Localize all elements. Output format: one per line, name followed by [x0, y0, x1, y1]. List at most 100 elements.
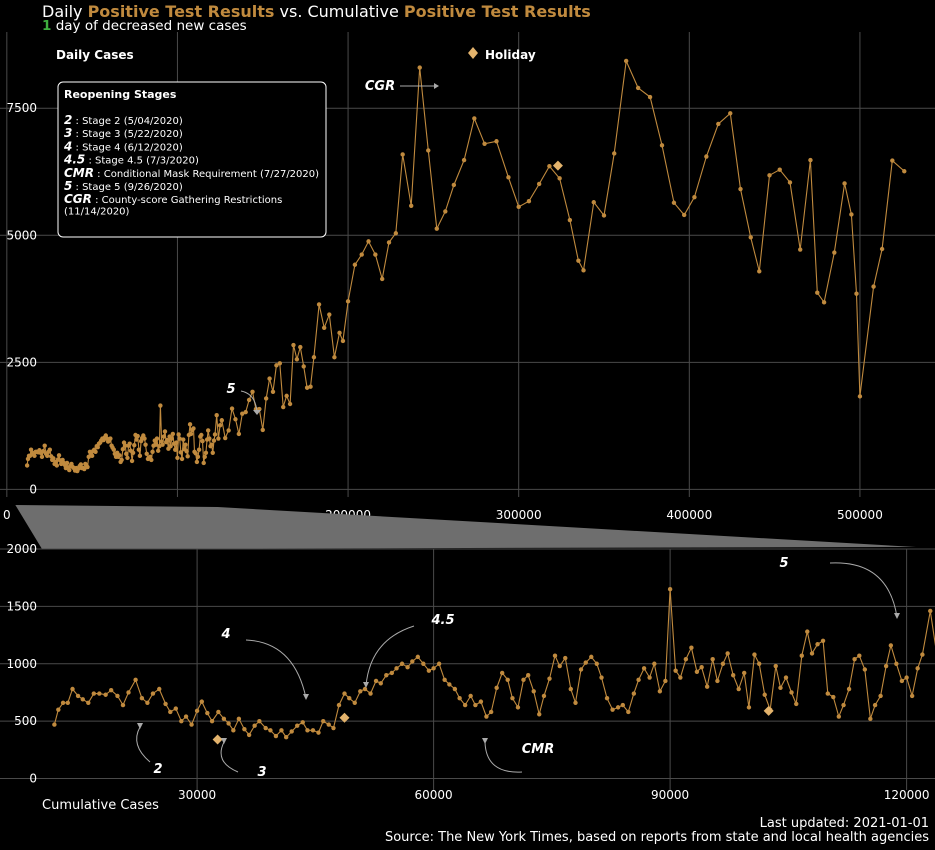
data-point	[316, 730, 321, 735]
data-point	[80, 697, 85, 702]
annotation-arrowhead-3	[221, 738, 227, 744]
data-point	[267, 376, 272, 381]
data-point	[742, 670, 747, 676]
data-point	[193, 451, 198, 456]
data-point	[879, 246, 885, 252]
data-point	[591, 200, 596, 205]
data-point	[484, 714, 489, 719]
x-tick-label: 90000	[651, 788, 689, 802]
stage-item: 4 : Stage 4 (6/12/2020)	[63, 139, 183, 153]
data-point	[752, 652, 757, 657]
data-point	[915, 666, 920, 671]
annotation-label-cmr: CMR	[522, 742, 555, 757]
data-point	[40, 449, 46, 454]
data-point	[730, 673, 736, 678]
data-point	[129, 458, 135, 464]
data-point	[526, 199, 532, 204]
legend-holiday-icon	[468, 47, 478, 59]
stage-code: CGR	[64, 192, 92, 206]
data-point	[188, 431, 194, 437]
data-point	[704, 154, 709, 159]
stage-text: : Stage 5 (9/26/2020)	[72, 182, 183, 193]
data-point	[457, 695, 462, 701]
data-point	[547, 676, 552, 681]
x-tick-label: 60000	[415, 788, 453, 802]
data-point	[725, 651, 730, 656]
data-point	[547, 163, 552, 169]
y-tick-label: 5000	[6, 228, 37, 242]
x-tick-label: 120000	[884, 788, 930, 802]
data-point	[173, 447, 178, 452]
data-point	[452, 686, 458, 692]
data-point	[537, 712, 542, 717]
data-point	[373, 252, 378, 257]
annotation-arrowhead-4	[303, 694, 309, 700]
data-point	[399, 661, 405, 666]
title-prefix: Daily	[42, 2, 83, 21]
data-point	[552, 653, 558, 658]
data-point	[384, 673, 389, 678]
data-point	[47, 447, 53, 452]
data-point	[340, 338, 346, 344]
data-point	[871, 284, 876, 289]
data-point	[878, 693, 883, 699]
data-point	[505, 677, 510, 683]
data-point	[268, 728, 273, 733]
data-point	[652, 661, 657, 666]
data-point	[56, 707, 61, 712]
data-point	[108, 687, 114, 693]
data-point	[108, 436, 113, 441]
data-point	[890, 158, 895, 163]
data-point	[32, 453, 37, 459]
data-point	[836, 714, 842, 719]
data-point	[42, 443, 47, 448]
data-point	[149, 457, 154, 463]
data-point	[635, 85, 641, 91]
data-point	[610, 707, 615, 712]
data-point	[462, 702, 468, 708]
data-point	[279, 728, 284, 733]
data-point	[494, 685, 499, 691]
data-point	[854, 291, 859, 296]
data-point	[673, 668, 678, 673]
data-point	[757, 269, 762, 274]
data-point	[196, 447, 202, 452]
data-point	[798, 247, 803, 252]
data-point	[321, 325, 327, 330]
annotation-label-4-5: 4.5	[430, 613, 454, 628]
data-point	[67, 467, 72, 473]
data-point	[75, 693, 81, 699]
holiday-marker	[339, 712, 350, 723]
data-point	[300, 720, 305, 725]
data-point	[82, 466, 87, 472]
data-point	[692, 194, 697, 200]
data-point	[494, 139, 499, 144]
data-point	[704, 684, 710, 689]
data-point	[103, 692, 108, 697]
data-point	[281, 404, 286, 410]
data-point	[461, 157, 467, 163]
data-point	[599, 675, 604, 680]
data-point	[821, 300, 827, 305]
stage-item: CMR : Conditional Mask Requirement (7/27…	[64, 166, 319, 180]
data-point	[352, 262, 358, 267]
annotation-arrowhead-4-5	[363, 682, 369, 688]
data-point	[852, 656, 857, 662]
data-point	[872, 702, 878, 708]
y-tick-label: 0	[29, 772, 37, 786]
data-point	[120, 702, 126, 708]
data-point	[24, 463, 30, 468]
data-point	[589, 654, 594, 660]
data-point	[177, 436, 182, 441]
data-point	[659, 143, 665, 148]
data-point	[516, 204, 521, 210]
data-point	[583, 660, 588, 665]
data-point	[820, 638, 826, 644]
data-point	[342, 691, 347, 696]
annotation-label-4: 4	[220, 627, 230, 642]
data-point	[124, 451, 129, 457]
data-point	[778, 685, 783, 691]
data-point	[145, 700, 150, 705]
data-point	[531, 689, 536, 694]
data-point	[144, 451, 149, 457]
